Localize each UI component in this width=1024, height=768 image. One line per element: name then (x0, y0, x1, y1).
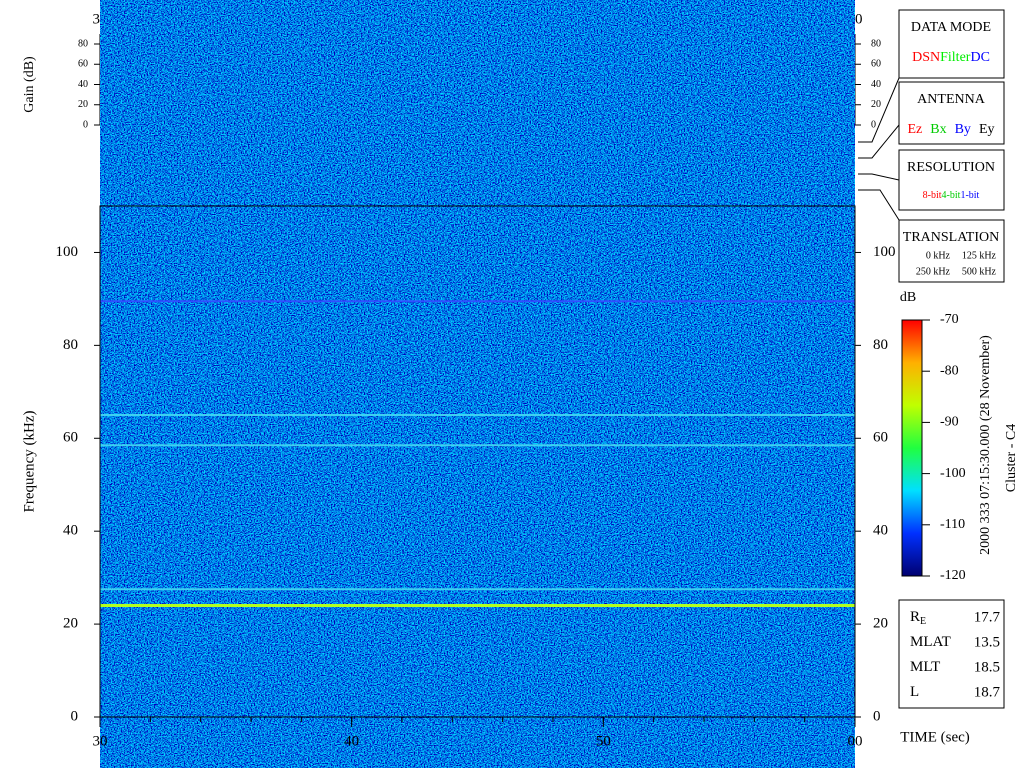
info-label-text: R (910, 609, 920, 625)
legend-connector (858, 124, 900, 159)
y-tick-label: 80 (871, 38, 881, 49)
y-tick-label: 60 (873, 430, 888, 446)
legend-option: 0 kHz (926, 250, 951, 261)
y-tick-label: 20 (63, 616, 78, 632)
y-tick-label: 0 (71, 708, 79, 724)
info-value: 18.5 (974, 659, 1000, 675)
y-tick-label: 60 (871, 59, 881, 70)
info-value: 13.5 (974, 634, 1000, 650)
y-tick-label: 60 (63, 430, 78, 446)
colorbar-tick-label: -120 (940, 568, 966, 583)
legend-box-title: TRANSLATION (903, 230, 999, 245)
colorbar-tick-label: -110 (940, 517, 965, 532)
colorbar (901, 319, 923, 577)
legend-option: 1-bit (960, 190, 979, 201)
y-tick-label: 100 (873, 244, 896, 260)
legend-box-title: DATA MODE (911, 20, 991, 35)
legend-option-row: Ez Bx By Ey (907, 122, 994, 137)
legend-option: Ez (907, 122, 922, 137)
legend-option: DC (970, 50, 989, 65)
y-tick-label: 100 (56, 244, 79, 260)
info-label-text: MLAT (910, 634, 951, 650)
y-tick-label: 0 (83, 119, 88, 130)
x-axis-label: TIME (sec) (900, 729, 970, 745)
annotation: 2000 333 07:15:30.000 (28 November) (978, 335, 993, 555)
x-tick-label: 40 (344, 733, 359, 749)
annotation: Cluster - C4 (1004, 424, 1019, 492)
info-value: 18.7 (974, 684, 1001, 700)
x-tick-label: 30 (93, 11, 108, 27)
x-tick-label: 40 (344, 11, 359, 27)
y-tick-label: 20 (873, 616, 888, 632)
colorbar-tick-label: -70 (940, 312, 959, 327)
legend-option: By (955, 122, 971, 137)
info-label-text: MLT (910, 659, 940, 675)
legend-option-row: DSNFilterDC (912, 50, 990, 65)
legend-option: 500 kHz (962, 266, 997, 277)
info-box (898, 599, 1005, 709)
x-tick-label: 00 (848, 733, 863, 749)
y-tick-label: 40 (63, 523, 78, 539)
y-tick-label: 20 (871, 99, 881, 110)
legend-connector (858, 77, 900, 143)
legend-option: DSN (912, 50, 940, 65)
legend-box (898, 81, 1005, 145)
y-tick-label: 0 (871, 119, 876, 130)
legend-option: Ey (979, 122, 995, 137)
y-tick-label: 0 (873, 708, 881, 724)
info-label: RE (910, 609, 926, 627)
y-tick-label: 60 (78, 59, 88, 70)
plot-frame (99, 205, 856, 718)
y-axis-label: Frequency (kHz) (21, 410, 37, 512)
info-label: MLT (910, 659, 940, 675)
legend-option-row: 8-bit4-bit1-bit (923, 190, 980, 201)
spectrogram-noise (100, 336, 855, 717)
y-tick-label: 40 (78, 79, 88, 90)
y-tick-label: 20 (78, 99, 88, 110)
legend-connector (858, 189, 900, 221)
legend-option: Filter (940, 50, 971, 65)
legend-option: 250 kHz (916, 266, 951, 277)
legend-option: 4-bit (942, 190, 961, 201)
y-tick-label: 80 (78, 38, 88, 49)
info-label: L (910, 684, 919, 700)
colorbar-tick-label: -80 (940, 363, 959, 378)
legend-connector (858, 173, 900, 181)
legend-option: 125 kHz (962, 250, 997, 261)
x-tick-label: 50 (596, 733, 611, 749)
info-value: 17.7 (974, 609, 1001, 625)
colorbar-label: dB (900, 290, 916, 305)
x-tick-label: 30 (93, 733, 108, 749)
info-label-text: L (910, 684, 919, 700)
info-label: MLAT (910, 634, 951, 650)
y-tick-label: 80 (63, 337, 78, 353)
y-tick-label: 80 (873, 337, 888, 353)
colorbar-tick-label: -100 (940, 466, 966, 481)
legend-box (898, 149, 1005, 211)
legend-box (898, 219, 1005, 283)
colorbar-tick-label: -90 (940, 415, 959, 430)
legend-box (898, 9, 1005, 79)
x-tick-label: 50 (596, 11, 611, 27)
legend-option: 8-bit (923, 190, 942, 201)
x-tick-label: 00 (848, 11, 863, 27)
legend-box-title: ANTENNA (917, 92, 986, 107)
info-label-sub: E (920, 616, 926, 627)
y-tick-label: 40 (871, 79, 881, 90)
y-axis-label: Gain (dB) (22, 56, 37, 113)
legend-box-title: RESOLUTION (907, 160, 995, 175)
y-tick-label: 40 (873, 523, 888, 539)
legend-option: Bx (930, 122, 946, 137)
plot-frame (99, 43, 856, 126)
